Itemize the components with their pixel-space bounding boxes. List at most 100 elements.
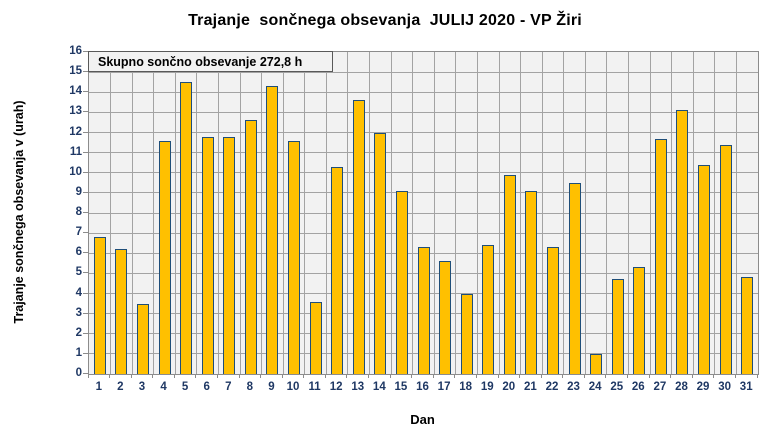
bar-day-5 [180, 82, 193, 374]
y-tick-mark [83, 51, 88, 52]
x-tick-mark [324, 374, 326, 378]
y-tick-label: 1 [75, 346, 82, 359]
y-tick-label: 2 [75, 326, 82, 339]
x-tick-label: 12 [329, 381, 343, 393]
y-tick-mark [83, 171, 88, 173]
plot-area [88, 51, 759, 375]
total-annotation: Skupno sončno obsevanje 272,8 h [88, 51, 333, 72]
bar-day-15 [395, 190, 408, 374]
x-tick-label: 24 [588, 381, 602, 393]
y-tick-label: 9 [75, 185, 82, 198]
x-axis-title: Dan [410, 412, 435, 427]
x-tick-label: 18 [459, 381, 473, 393]
horizontal-gridline [89, 152, 758, 154]
bar-day-23 [568, 182, 581, 374]
y-tick-mark [83, 352, 88, 354]
x-tick-label: 11 [308, 381, 321, 393]
x-tick-mark [109, 374, 111, 378]
x-tick-mark [540, 374, 542, 378]
y-tick-label: 15 [69, 65, 82, 78]
x-tick-label: 28 [675, 381, 688, 393]
x-tick-label: 10 [286, 381, 300, 393]
x-tick-mark [454, 374, 456, 378]
horizontal-gridline [89, 172, 758, 174]
x-tick-label: 22 [545, 381, 559, 393]
x-tick-label: 15 [394, 381, 408, 393]
bar-day-17 [439, 261, 452, 374]
x-tick-label: 20 [502, 381, 516, 393]
x-tick-mark [173, 374, 175, 378]
bar-day-9 [266, 86, 279, 374]
x-tick-mark [411, 374, 413, 378]
y-tick-label: 14 [69, 85, 82, 98]
y-tick-label: 0 [75, 367, 82, 379]
horizontal-gridline [89, 91, 758, 93]
x-tick-label: 7 [225, 381, 232, 393]
y-tick-label: 10 [69, 165, 82, 178]
y-tick-label: 7 [75, 226, 82, 239]
bar-day-30 [719, 144, 732, 374]
x-tick-mark [497, 374, 499, 378]
x-tick-label: 25 [610, 381, 624, 393]
bar-day-31 [741, 277, 754, 374]
y-tick-mark [83, 373, 88, 374]
bar-day-18 [460, 293, 473, 374]
y-tick-mark [83, 272, 88, 274]
x-tick-mark [756, 374, 758, 378]
bar-day-25 [611, 279, 624, 374]
x-tick-mark [713, 374, 715, 378]
x-tick-label: 23 [567, 381, 580, 393]
y-tick-label: 5 [75, 266, 82, 279]
x-tick-mark [152, 374, 154, 378]
bar-day-2 [115, 249, 128, 374]
bar-day-16 [417, 247, 430, 374]
x-tick-mark [519, 374, 521, 378]
y-tick-mark [83, 111, 88, 113]
y-tick-mark [83, 292, 88, 294]
y-tick-label: 13 [69, 105, 82, 118]
y-tick-label: 11 [69, 145, 82, 158]
x-tick-mark [562, 374, 564, 378]
y-tick-label: 4 [75, 286, 82, 299]
x-tick-mark [130, 374, 132, 378]
bar-day-6 [201, 136, 214, 374]
x-tick-mark [303, 374, 305, 378]
horizontal-gridline [89, 212, 758, 214]
x-tick-mark [583, 374, 585, 378]
bar-day-4 [158, 140, 171, 374]
y-tick-mark [83, 191, 88, 193]
x-tick-mark [734, 374, 736, 378]
x-tick-mark [648, 374, 650, 378]
bar-day-3 [136, 303, 149, 374]
y-tick-mark [83, 332, 88, 334]
bar-day-10 [288, 140, 301, 374]
x-tick-mark [475, 374, 477, 378]
x-tick-label: 26 [631, 381, 645, 393]
y-tick-label: 6 [75, 246, 82, 259]
bar-day-20 [503, 174, 516, 374]
y-tick-label: 12 [69, 125, 82, 138]
y-tick-label: 8 [75, 206, 82, 218]
x-tick-label: 3 [138, 381, 146, 393]
horizontal-gridline [89, 111, 758, 113]
x-tick-label: 21 [523, 381, 537, 393]
x-tick-label: 2 [117, 381, 124, 393]
y-tick-mark [83, 212, 88, 213]
y-tick-mark [83, 151, 88, 153]
y-tick-mark [83, 91, 88, 93]
bar-day-29 [698, 164, 711, 374]
bar-day-21 [525, 190, 538, 374]
horizontal-gridline [89, 71, 758, 73]
x-tick-mark [195, 374, 197, 378]
total-annotation-label: Skupno sončno obsevanje 272,8 h [98, 54, 303, 69]
x-tick-mark [605, 374, 607, 378]
x-tick-mark [670, 374, 672, 378]
bar-day-19 [482, 245, 495, 374]
chart-title: Trajanje sončnega obsevanja JULIJ 2020 -… [188, 12, 582, 29]
x-tick-label: 8 [246, 381, 254, 393]
bar-day-13 [352, 100, 365, 374]
x-tick-label: 1 [95, 381, 102, 393]
bar-day-7 [223, 136, 236, 374]
bar-day-26 [633, 267, 646, 374]
